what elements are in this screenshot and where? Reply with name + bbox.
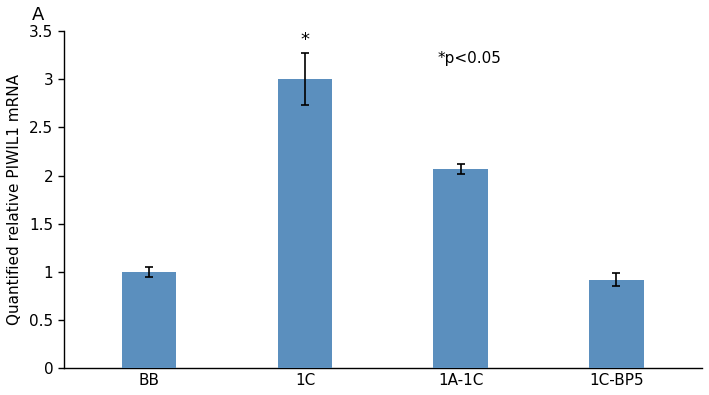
Y-axis label: Quantified relative PIWIL1 mRNA: Quantified relative PIWIL1 mRNA	[7, 74, 22, 325]
Bar	[278, 79, 333, 368]
Text: *p<0.05: *p<0.05	[437, 51, 501, 66]
Text: *: *	[301, 31, 309, 49]
Bar	[589, 280, 644, 368]
Text: A: A	[32, 6, 44, 24]
Bar	[122, 272, 177, 368]
Bar	[433, 169, 488, 368]
